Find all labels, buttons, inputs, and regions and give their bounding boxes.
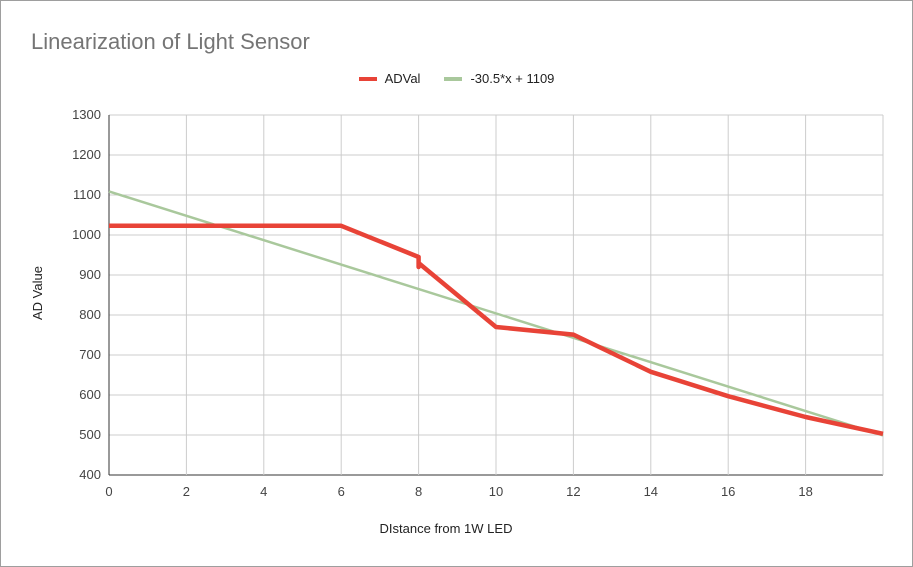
x-tick-label: 12 bbox=[566, 484, 580, 499]
x-tick-label: 16 bbox=[721, 484, 735, 499]
y-tick-label: 600 bbox=[79, 387, 101, 402]
x-tick-label: 18 bbox=[798, 484, 812, 499]
y-tick-label: 500 bbox=[79, 427, 101, 442]
y-tick-label: 1000 bbox=[72, 227, 101, 242]
y-tick-label: 1200 bbox=[72, 147, 101, 162]
x-tick-label: 14 bbox=[644, 484, 658, 499]
legend-item-adval[interactable]: ADVal bbox=[358, 71, 421, 86]
y-axis-title: AD Value bbox=[30, 266, 45, 320]
x-axis-title: DIstance from 1W LED bbox=[380, 521, 513, 536]
y-tick-label: 900 bbox=[79, 267, 101, 282]
x-tick-label: 2 bbox=[183, 484, 190, 499]
legend-label-adval: ADVal bbox=[384, 71, 421, 86]
grid bbox=[108, 114, 884, 476]
x-tick-label: 4 bbox=[260, 484, 267, 499]
chart-title: Linearization of Light Sensor bbox=[31, 29, 310, 54]
x-tick-label: 8 bbox=[415, 484, 422, 499]
series-lines bbox=[108, 190, 884, 437]
legend-swatch-trendline bbox=[444, 76, 463, 81]
series-line-adval[interactable] bbox=[109, 223, 884, 436]
y-tick-label: 700 bbox=[79, 347, 101, 362]
legend-item-trendline[interactable]: -30.5*x + 1109 bbox=[444, 71, 554, 86]
y-tick-label: 1100 bbox=[73, 187, 101, 202]
legend-swatch-adval bbox=[358, 76, 377, 81]
x-tick-label: 10 bbox=[489, 484, 503, 499]
y-tick-label: 800 bbox=[79, 307, 101, 322]
legend-label-trendline: -30.5*x + 1109 bbox=[470, 71, 555, 86]
tick-labels: 400 500 600 700 800 900 1000 1100 1200 1300 0 2 4 6 8 1… bbox=[72, 107, 813, 499]
y-tick-label: 1300 bbox=[72, 107, 101, 122]
x-tick-label: 0 bbox=[105, 484, 112, 499]
series-line-trendline[interactable] bbox=[108, 190, 884, 437]
legend: ADVal -30.5*x + 1109 bbox=[1, 71, 912, 86]
x-tick-label: 6 bbox=[338, 484, 345, 499]
y-tick-label: 400 bbox=[79, 467, 101, 482]
